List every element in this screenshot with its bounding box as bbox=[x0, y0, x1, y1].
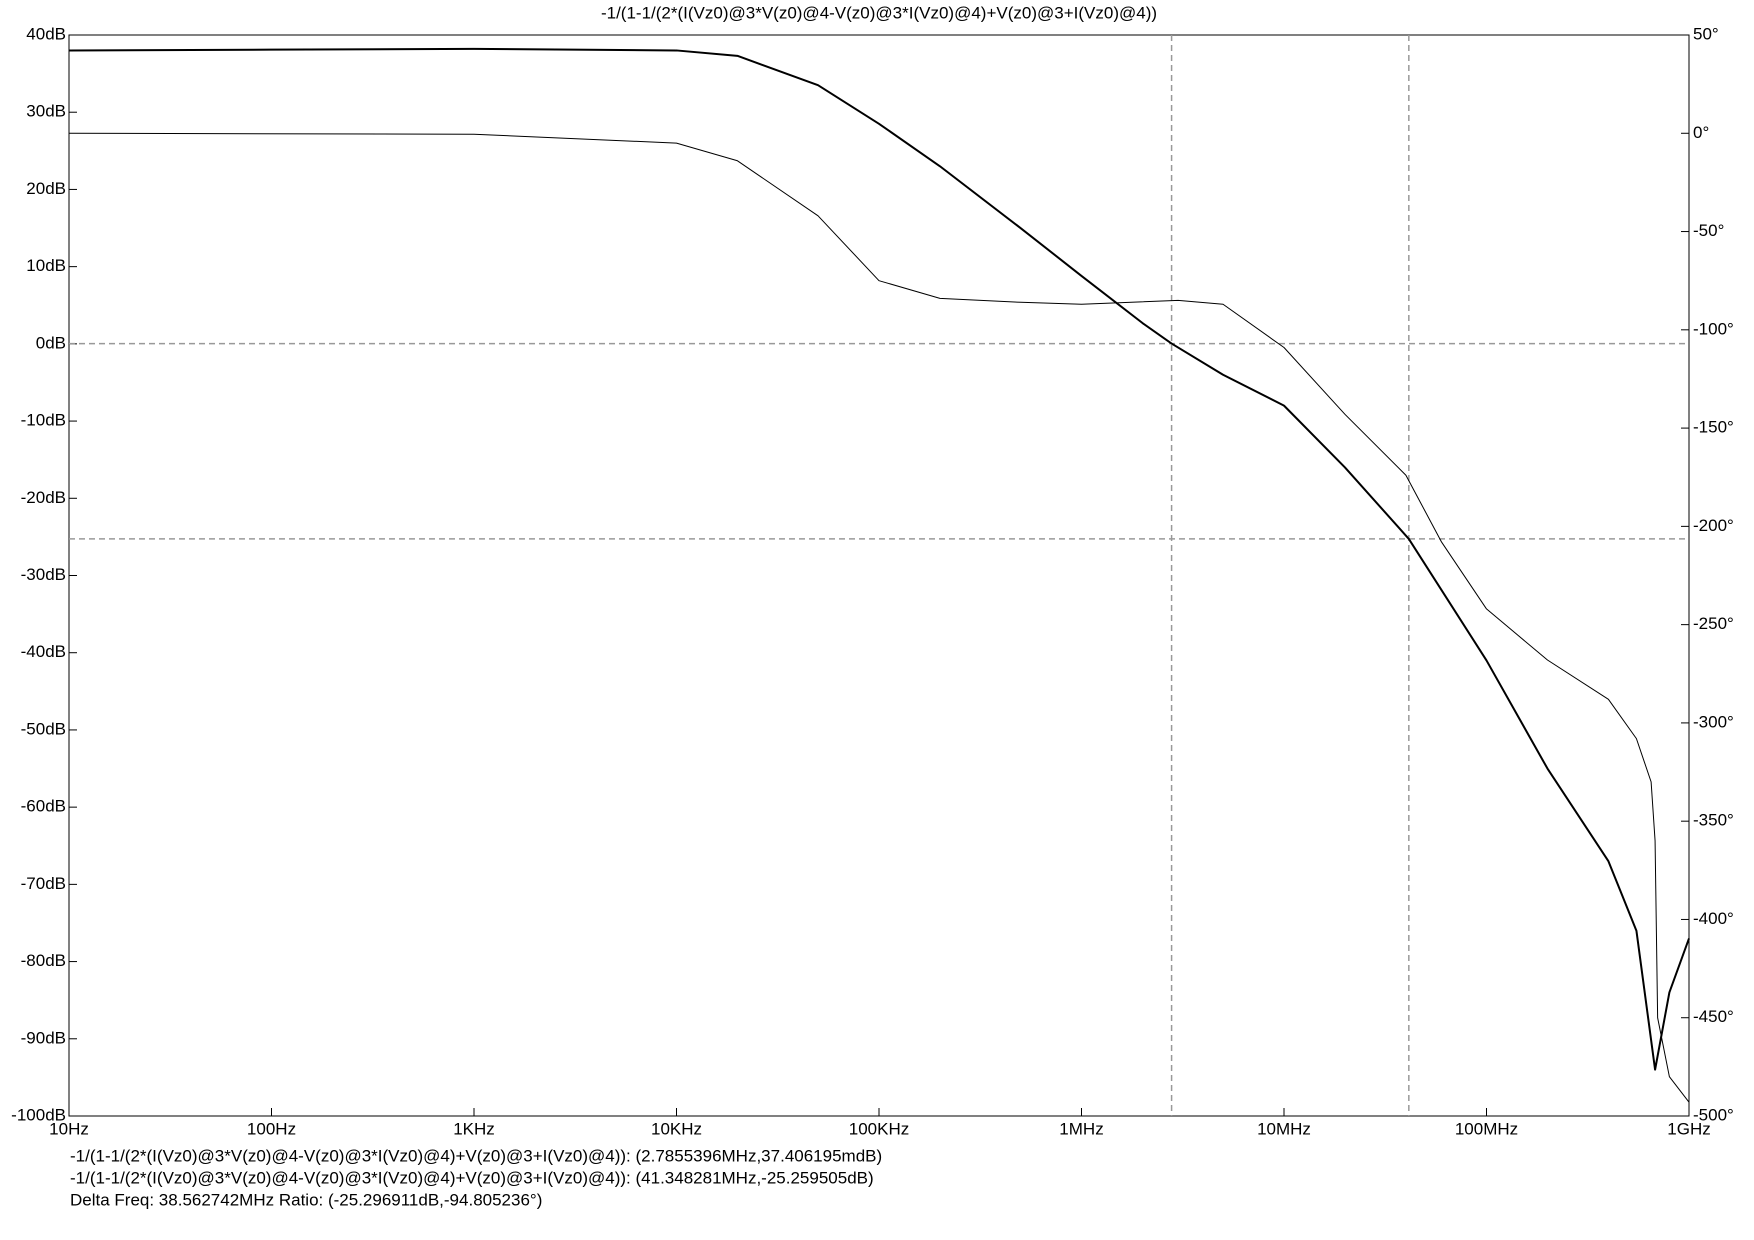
x-tick-label: 100MHz bbox=[1455, 1119, 1518, 1138]
y-tick-label: 40dB bbox=[26, 24, 66, 43]
y2-tick-label: -100° bbox=[1693, 319, 1734, 338]
y-tick-label: 0dB bbox=[36, 333, 66, 352]
x-tick-label: 1KHz bbox=[453, 1119, 495, 1138]
x-tick-label: 100Hz bbox=[247, 1119, 296, 1138]
y2-tick-label: -300° bbox=[1693, 712, 1734, 731]
cursor-readout: -1/(1-1/(2*(I(Vz0)@3*V(z0)@4-V(z0)@3*I(V… bbox=[70, 1146, 882, 1165]
y-tick-label: 30dB bbox=[26, 102, 66, 121]
cursor-readout: -1/(1-1/(2*(I(Vz0)@3*V(z0)@4-V(z0)@3*I(V… bbox=[70, 1168, 874, 1187]
y-tick-label: -30dB bbox=[21, 565, 66, 584]
x-tick-label: 100KHz bbox=[849, 1119, 909, 1138]
y-tick-label: -100dB bbox=[11, 1105, 66, 1124]
y-tick-label: -80dB bbox=[21, 951, 66, 970]
plot-frame bbox=[68, 34, 1690, 1117]
y2-tick-label: -200° bbox=[1693, 516, 1734, 535]
y-tick-label: -90dB bbox=[21, 1028, 66, 1047]
chart-title: -1/(1-1/(2*(I(Vz0)@3*V(z0)@4-V(z0)@3*I(V… bbox=[601, 3, 1157, 22]
y2-tick-label: 50° bbox=[1693, 24, 1719, 43]
y-tick-label: 10dB bbox=[26, 256, 66, 275]
y-tick-label: -10dB bbox=[21, 411, 66, 430]
magnitude-line bbox=[68, 47, 1690, 1071]
x-tick-label: 1MHz bbox=[1059, 1119, 1103, 1138]
x-tick-label: 10MHz bbox=[1257, 1119, 1311, 1138]
y-tick-label: -40dB bbox=[21, 642, 66, 661]
phase-line bbox=[68, 132, 1690, 1103]
y2-tick-label: -150° bbox=[1693, 418, 1734, 437]
y-tick-label: 20dB bbox=[26, 179, 66, 198]
y-tick-label: -50dB bbox=[21, 719, 66, 738]
x-tick-label: 10Hz bbox=[49, 1119, 89, 1138]
y2-tick-label: -500° bbox=[1693, 1105, 1734, 1124]
y-tick-label: -70dB bbox=[21, 874, 66, 893]
y2-tick-label: -400° bbox=[1693, 909, 1734, 928]
y2-tick-label: -50° bbox=[1693, 221, 1724, 240]
y2-tick-label: -450° bbox=[1693, 1007, 1734, 1026]
x-tick-label: 10KHz bbox=[651, 1119, 702, 1138]
x-tick-label: 1GHz bbox=[1667, 1119, 1710, 1138]
delta-readout: Delta Freq: 38.562742MHz Ratio: (-25.296… bbox=[70, 1190, 542, 1209]
y2-tick-label: -250° bbox=[1693, 614, 1734, 633]
y-tick-label: -20dB bbox=[21, 488, 66, 507]
y-tick-label: -60dB bbox=[21, 797, 66, 816]
y2-tick-label: 0° bbox=[1693, 123, 1709, 142]
y2-tick-label: -350° bbox=[1693, 811, 1734, 830]
